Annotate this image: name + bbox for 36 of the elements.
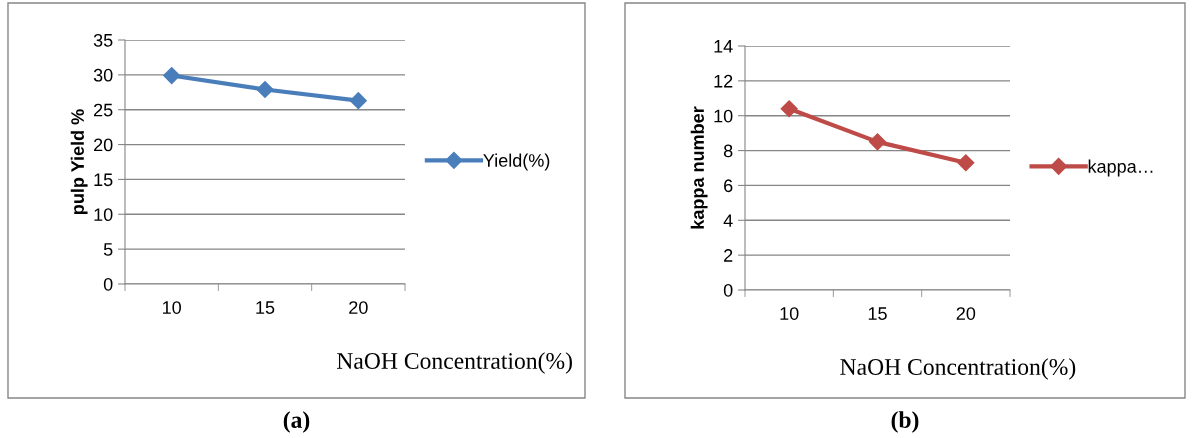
x-tick-label: 10	[163, 301, 181, 314]
y-tick-label: 0	[103, 277, 113, 291]
x-axis-title: NaOH Concentration(%)	[840, 358, 1076, 380]
y-tick-label: 2	[724, 249, 733, 262]
x-tick-label: 15	[868, 307, 887, 320]
x-axis-title: NaOH Concentration(%)	[336, 352, 572, 374]
y-tick-label: 4	[723, 214, 733, 227]
y-tick-label: 35	[93, 33, 113, 47]
y-axis-title: kappa number	[690, 106, 708, 229]
text: (b)	[891, 411, 919, 433]
x-tick-label: 20	[956, 307, 976, 320]
y-tick-label: 14	[714, 40, 733, 53]
y-tick-label: 15	[94, 173, 113, 187]
y-tick-label: 12	[714, 74, 733, 88]
x-tick-label: 20	[349, 301, 368, 314]
y-tick-label: 25	[94, 103, 113, 117]
y-tick-label: 10	[94, 208, 113, 222]
point	[780, 100, 798, 118]
legend-label: kappa…	[1088, 159, 1153, 177]
y-axis-title: pulp Yield %	[70, 109, 88, 214]
text: (a)	[283, 411, 310, 433]
y-tick-label: 5	[103, 243, 113, 256]
y-tick-label: 6	[724, 179, 733, 193]
x-tick-label: 15	[256, 301, 275, 314]
y-tick-label: 10	[714, 109, 733, 123]
point	[868, 133, 887, 151]
point	[163, 67, 181, 85]
point	[957, 154, 975, 172]
y-tick-label: 30	[93, 68, 113, 82]
point	[256, 80, 274, 99]
y-tick-label: 20	[94, 138, 113, 152]
point	[349, 92, 367, 110]
y-tick-label: 8	[723, 144, 733, 158]
legend-label: Yield(%)	[483, 153, 550, 171]
y-tick-label: 0	[723, 283, 733, 297]
x-tick-label: 10	[780, 307, 799, 320]
